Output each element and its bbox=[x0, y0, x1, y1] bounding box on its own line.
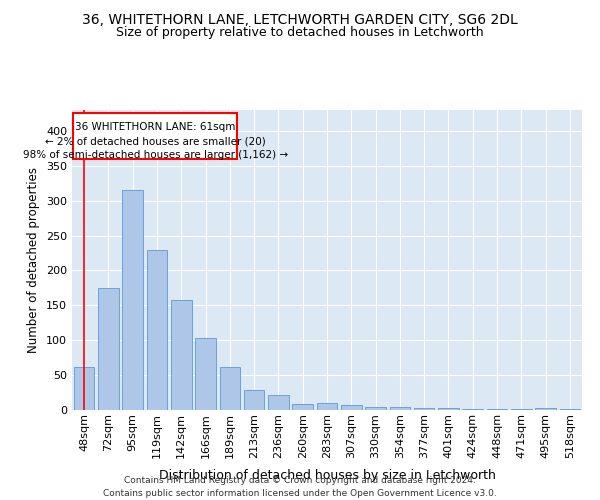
Bar bbox=[292, 404, 313, 410]
Bar bbox=[146, 250, 167, 410]
Bar bbox=[122, 190, 143, 410]
Text: Contains HM Land Registry data © Crown copyright and database right 2024.
Contai: Contains HM Land Registry data © Crown c… bbox=[103, 476, 497, 498]
Text: ← 2% of detached houses are smaller (20): ← 2% of detached houses are smaller (20) bbox=[45, 136, 266, 146]
Bar bbox=[414, 408, 434, 410]
Bar bbox=[74, 366, 94, 410]
Text: 98% of semi-detached houses are larger (1,162) →: 98% of semi-detached houses are larger (… bbox=[23, 150, 288, 160]
X-axis label: Distribution of detached houses by size in Letchworth: Distribution of detached houses by size … bbox=[158, 469, 496, 482]
Bar bbox=[438, 408, 459, 410]
Bar bbox=[535, 408, 556, 410]
Bar bbox=[341, 405, 362, 410]
Bar bbox=[220, 368, 240, 410]
Bar bbox=[171, 300, 191, 410]
FancyBboxPatch shape bbox=[73, 114, 237, 159]
Bar bbox=[268, 396, 289, 410]
Bar bbox=[195, 338, 216, 410]
Bar bbox=[244, 390, 265, 410]
Bar bbox=[365, 407, 386, 410]
Bar bbox=[98, 288, 119, 410]
Bar bbox=[389, 407, 410, 410]
Text: 36 WHITETHORN LANE: 61sqm: 36 WHITETHORN LANE: 61sqm bbox=[75, 122, 235, 132]
Bar bbox=[317, 403, 337, 410]
Text: 36, WHITETHORN LANE, LETCHWORTH GARDEN CITY, SG6 2DL: 36, WHITETHORN LANE, LETCHWORTH GARDEN C… bbox=[82, 12, 518, 26]
Text: Size of property relative to detached houses in Letchworth: Size of property relative to detached ho… bbox=[116, 26, 484, 39]
Y-axis label: Number of detached properties: Number of detached properties bbox=[28, 167, 40, 353]
Bar bbox=[560, 408, 580, 410]
